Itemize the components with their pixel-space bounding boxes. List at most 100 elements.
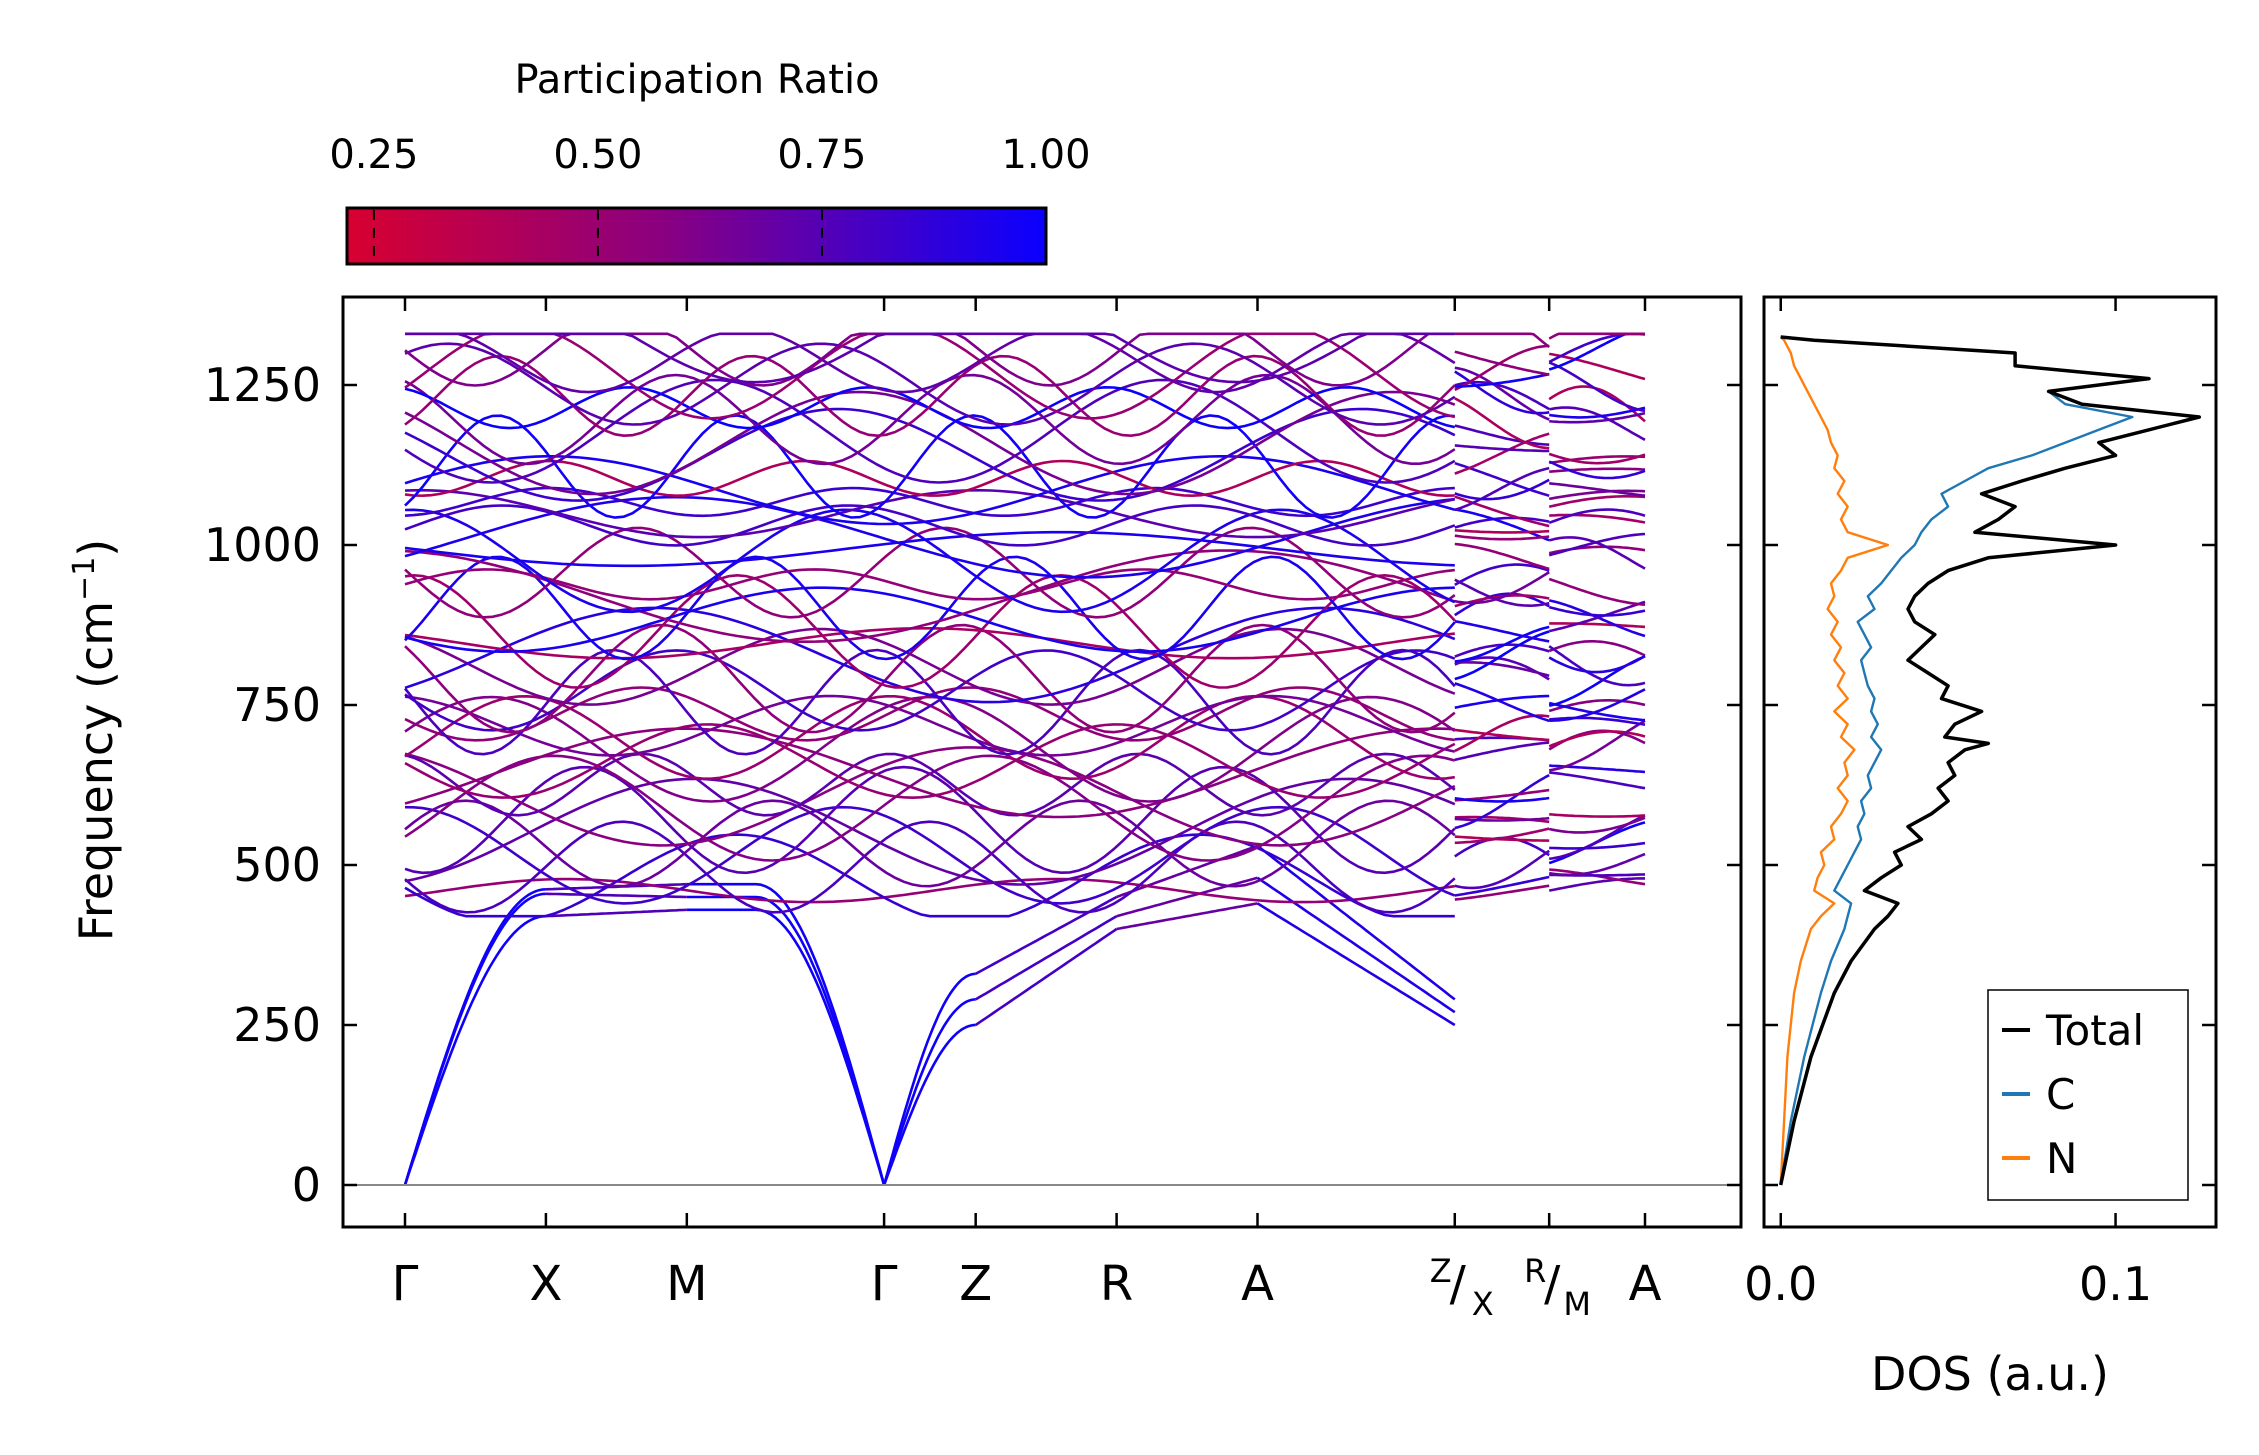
optical-branch (1454, 563, 1550, 587)
split-label-main: X (1472, 1285, 1494, 1323)
acoustic-branch (686, 895, 886, 1186)
optical-branch (1548, 640, 1646, 657)
legend-label-c: C (2046, 1070, 2075, 1119)
dos-x-tick-label: 0.0 (1744, 1257, 1817, 1311)
band-x-tick-label: Z (959, 1256, 992, 1312)
optical-branch (405, 332, 1455, 384)
optical-branch (1454, 661, 1550, 677)
dos-axes-frame (1762, 295, 2218, 1229)
optical-branch (404, 354, 1456, 438)
band-y-ticks: 0 250 500 750 1000 1250 (204, 358, 1741, 1212)
legend-items: Total CN (2002, 1006, 2144, 1183)
optical-branch (404, 695, 1456, 803)
split-label-upper: R (1524, 1252, 1546, 1290)
dos-series-n (1779, 336, 1890, 1186)
optical-branch (1549, 482, 1646, 497)
optical-branch (404, 455, 1456, 526)
optical-branch (404, 385, 1456, 430)
band-y-tick-label: 250 (233, 998, 321, 1052)
band-y-tick-label: 1250 (204, 358, 321, 412)
optical-branch (404, 530, 1455, 568)
optical-branch (1549, 688, 1646, 722)
acoustic-branch (403, 892, 546, 1186)
optical-branch (404, 820, 1456, 914)
colorbar-tick-labels: 0.25 0.50 0.75 1.00 (329, 132, 1090, 178)
optical-branch (403, 648, 1456, 756)
optical-branch (1454, 478, 1550, 501)
optical-branch (1454, 466, 1550, 512)
optical-branch (1548, 730, 1646, 748)
y-axis-label-close: ) (69, 539, 123, 557)
optical-branch (404, 407, 1456, 502)
optical-branch (1454, 592, 1550, 617)
optical-branch (1549, 622, 1646, 629)
optical-branch (1548, 701, 1646, 722)
optical-branch (1454, 424, 1550, 446)
optical-branch (404, 752, 1456, 817)
optical-branch (1454, 366, 1550, 421)
band-x-tick-label: A (1629, 1256, 1662, 1312)
optical-branch (1548, 816, 1646, 834)
colorbar-tick-label: 1.00 (1001, 132, 1090, 178)
optical-branch (1548, 455, 1646, 465)
optical-branch (1548, 352, 1646, 381)
optical-branch (1548, 532, 1646, 557)
optical-branch (1549, 513, 1646, 524)
optical-branch (1548, 877, 1645, 892)
optical-branch (1548, 361, 1646, 413)
acoustic-branch (1116, 876, 1258, 918)
band-y-tick-label: 1000 (204, 518, 321, 572)
optical-branch (1454, 714, 1550, 753)
optical-branch (1549, 411, 1646, 424)
acoustic-branch (975, 895, 1118, 975)
optical-branch (1548, 577, 1646, 606)
optical-branch (1549, 406, 1646, 419)
y-axis-label: Frequency (cm−1) (67, 539, 123, 942)
optical-branch (1454, 508, 1550, 542)
optical-branch (404, 754, 1456, 862)
optical-branch (1548, 719, 1646, 772)
optical-branch (1454, 849, 1550, 890)
optical-branch (1548, 406, 1646, 441)
optical-branch (404, 508, 1456, 614)
dos-lines (1778, 335, 2202, 1186)
optical-branch (404, 746, 1456, 847)
optical-branch (404, 627, 1456, 706)
split-label-slash: / (1544, 1256, 1561, 1312)
band-y-tick-label: 750 (233, 678, 321, 732)
optical-branch (1548, 495, 1646, 509)
band-x-tick-label: R (1100, 1256, 1133, 1312)
optical-branch (1548, 460, 1646, 480)
optical-branch (1548, 605, 1646, 617)
acoustic-branch (882, 998, 976, 1186)
acoustic-branch (1256, 876, 1456, 1014)
optical-branch (404, 833, 1455, 918)
optical-branch (404, 555, 1456, 661)
optical-branch (1454, 495, 1550, 528)
band-x-ticks: Γ X M Γ Z R A AZ/XR/M (392, 297, 1662, 1323)
optical-branch (1454, 816, 1550, 822)
optical-branch (1454, 529, 1550, 534)
band-axes-frame (341, 295, 1743, 1229)
optical-branch (1549, 771, 1646, 790)
optical-branch (1454, 656, 1550, 681)
optical-branch (1549, 467, 1646, 473)
acoustic-branch (974, 927, 1118, 1027)
optical-branch (404, 586, 1455, 654)
optical-branch (1454, 728, 1550, 742)
optical-branch (1454, 682, 1550, 723)
dos-panel: 0.0 0.1 DOS (a.u.) Total CN (1744, 295, 2218, 1401)
optical-branch (405, 332, 1456, 394)
band-lines (403, 332, 1646, 1186)
optical-branch (1454, 773, 1550, 830)
colorbar-title: Participation Ratio (514, 57, 879, 103)
acoustic-branch (1116, 902, 1258, 931)
dos-ticks: 0.0 0.1 (1744, 297, 2216, 1311)
optical-branch (404, 606, 1456, 704)
optical-branch (404, 488, 1456, 539)
band-x-tick-label: Γ (392, 1256, 419, 1312)
acoustic-branch (1256, 844, 1456, 1001)
optical-branch (1549, 813, 1646, 818)
